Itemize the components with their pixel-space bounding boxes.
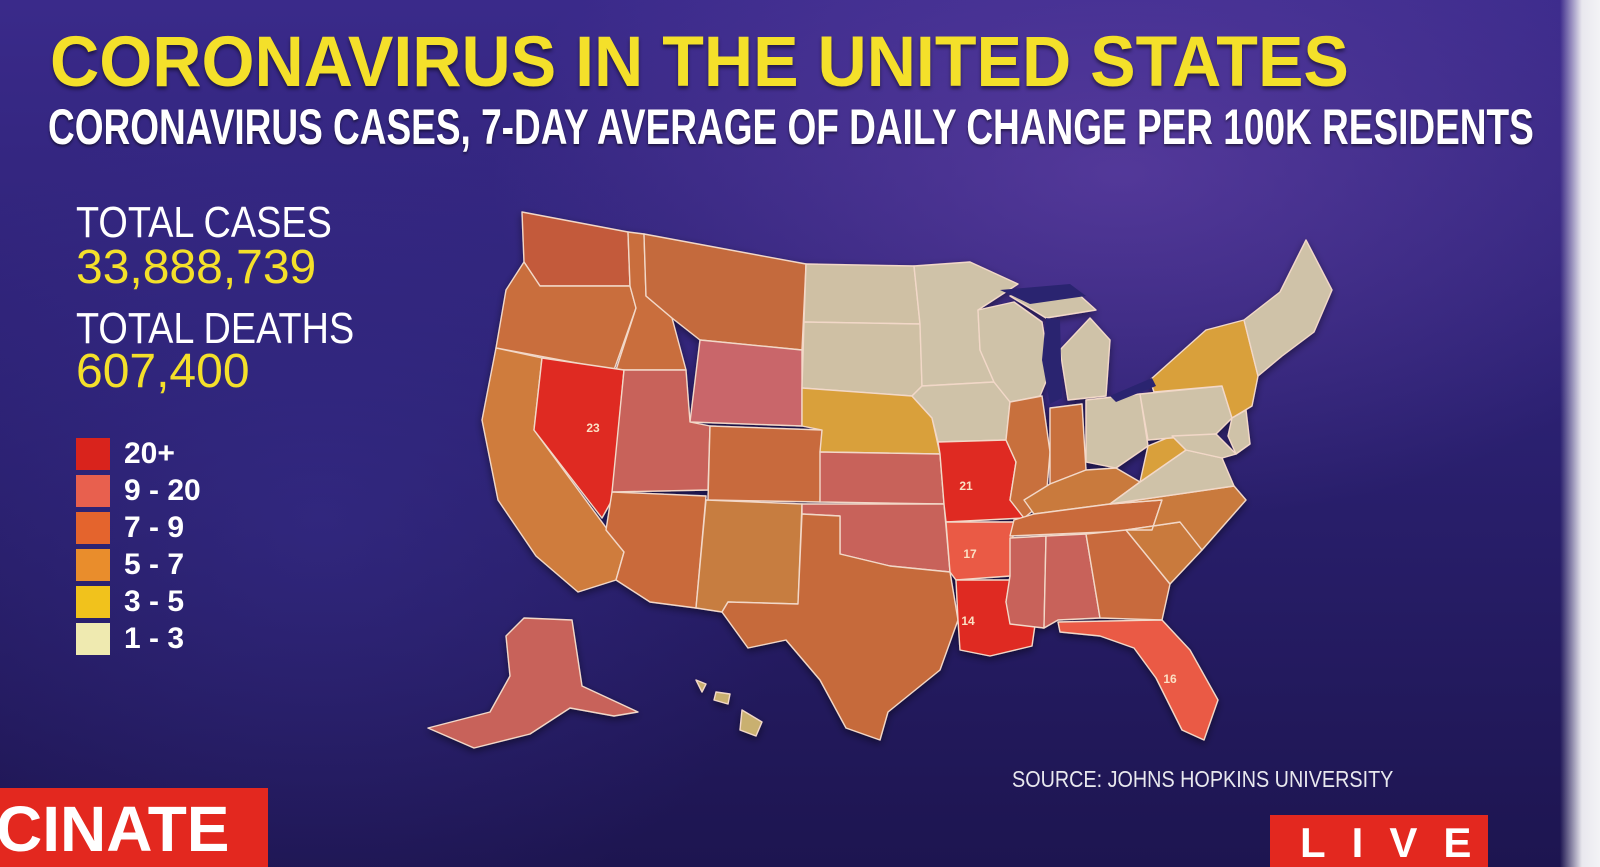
- legend-row: 20+: [76, 438, 236, 470]
- legend-label: 3 - 5: [124, 585, 185, 618]
- hawaii-islands: [695, 679, 763, 737]
- lake-superior: [1000, 284, 1086, 304]
- total-cases-value: 33,888,739: [76, 241, 317, 294]
- new-york-state: [1149, 319, 1259, 419]
- new-england-state: [1243, 239, 1333, 377]
- legend-row: 5 - 7: [76, 549, 236, 581]
- legend-swatch: [76, 512, 110, 544]
- texas-state: [721, 513, 959, 741]
- legend-label: 9 - 20: [124, 474, 201, 507]
- live-badge-text: LIVE: [1300, 819, 1488, 866]
- new-mexico-state: [695, 499, 803, 613]
- lake-erie: [1110, 378, 1156, 402]
- louisiana-value-label: 14: [961, 614, 975, 628]
- legend-label: 1 - 3: [124, 622, 185, 655]
- nevada-value-label: 23: [586, 421, 600, 435]
- us-choropleth-map: 23 21 17 14 16: [427, 211, 1333, 749]
- nevada-state: [533, 357, 625, 519]
- ticker-text: CINATE: [0, 793, 230, 865]
- lower-third-ticker: CINATE: [0, 788, 268, 867]
- total-deaths-value: 607,400: [76, 345, 250, 398]
- total-deaths-label: TOTAL DEATHS: [76, 304, 355, 353]
- legend-label: 20+: [124, 437, 175, 470]
- alabama-state: [1043, 533, 1101, 629]
- legend-swatch: [76, 586, 110, 618]
- legend-swatch: [76, 475, 110, 507]
- south-dakota-state: [801, 321, 923, 397]
- headline: CORONAVIRUS IN THE UNITED STATES: [50, 23, 1349, 102]
- wyoming-state: [689, 339, 803, 427]
- georgia-state: [1085, 529, 1171, 621]
- oregon-state: [495, 261, 637, 371]
- florida-state: [1057, 619, 1219, 741]
- legend-swatch: [76, 623, 110, 655]
- legend-row: 9 - 20: [76, 475, 236, 507]
- legend-row: 1 - 3: [76, 623, 236, 655]
- legend-row: 3 - 5: [76, 586, 236, 618]
- total-cases-label: TOTAL CASES: [76, 198, 332, 247]
- arkansas-state: [945, 521, 1015, 581]
- alaska-state: [427, 617, 639, 749]
- washington-state: [521, 211, 631, 287]
- new-jersey-state: [1227, 409, 1251, 455]
- legend-swatch: [76, 549, 110, 581]
- legend-row: 7 - 9: [76, 512, 236, 544]
- pennsylvania-state: [1139, 385, 1233, 441]
- subheadline: CORONAVIRUS CASES, 7-DAY AVERAGE OF DAIL…: [48, 99, 1534, 155]
- maryland-delaware-state: [1171, 433, 1237, 459]
- screen-frame-edge: [1560, 0, 1600, 867]
- florida-value-label: 16: [1163, 672, 1177, 686]
- colorado-state: [707, 425, 823, 503]
- live-badge: LIVE: [1270, 815, 1488, 867]
- lake-michigan: [1042, 318, 1062, 404]
- legend-label: 7 - 9: [124, 511, 185, 544]
- mississippi-state: [1005, 535, 1047, 629]
- north-dakota-state: [803, 263, 921, 325]
- source-credit: SOURCE: JOHNS HOPKINS UNIVERSITY: [1012, 766, 1394, 792]
- arkansas-value-label: 17: [963, 547, 977, 561]
- kansas-state: [819, 451, 945, 505]
- legend-swatch: [76, 438, 110, 470]
- ohio-state: [1085, 393, 1149, 469]
- north-carolina-state: [1109, 485, 1247, 551]
- michigan-state: [1059, 317, 1111, 401]
- legend-label: 5 - 7: [124, 548, 185, 581]
- missouri-value-label: 21: [959, 479, 973, 493]
